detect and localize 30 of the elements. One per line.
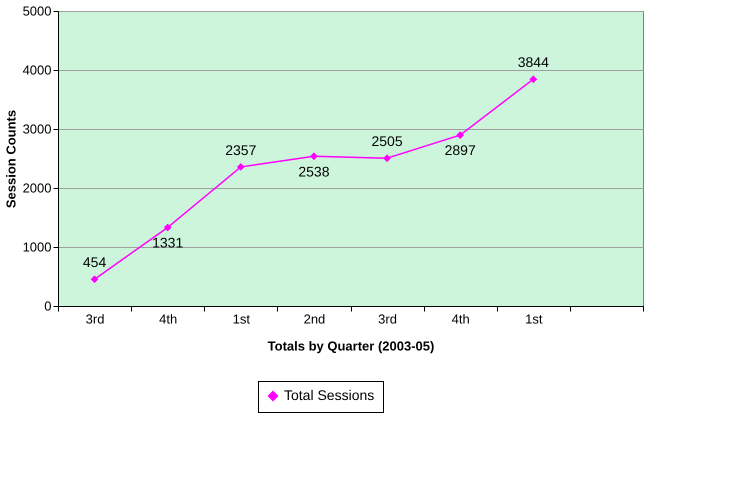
x-tick-label: 3rd [86,312,104,326]
point [529,75,538,84]
x-tick-label: 4th [159,312,178,326]
point [456,131,464,139]
x-tick-label: 1st [525,312,543,326]
x-tick-label: 4th [452,312,470,326]
point [310,152,318,160]
data-label: 454 [82,254,106,270]
y-tick-label: 2000 [22,180,52,196]
point [236,163,245,171]
legend-label: Total Sessions [284,387,374,403]
y-tick-label: 1000 [22,240,52,254]
point [164,224,172,232]
data-label: 1331 [152,234,184,250]
data-label: 2538 [298,163,330,180]
point [383,154,391,162]
y-tick-label: 5000 [22,4,52,18]
x-axis-title: Totals by Quarter (2003-05) [268,338,434,354]
y-tick-label: 0 [44,298,52,314]
x-tick-label: 1st [232,312,250,326]
x-tick-label: 2nd [304,312,326,326]
y-tick-label: 3000 [22,122,52,136]
data-label: 3844 [518,54,550,70]
point [90,275,98,284]
data-label: 2897 [444,142,476,158]
y-tick-label: 4000 [22,62,52,78]
data-label: 2357 [225,142,257,158]
data-label: 2505 [371,133,403,150]
y-axis-title: Session Counts [4,110,19,208]
x-tick-label: 3rd [378,312,397,326]
